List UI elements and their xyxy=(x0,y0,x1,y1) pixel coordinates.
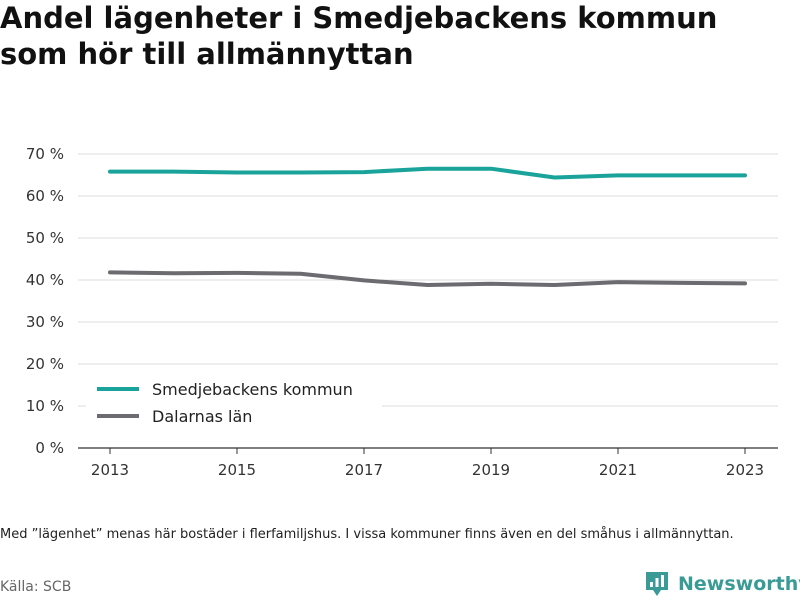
data-point xyxy=(680,173,684,177)
axis-tick-labels: 0 % 10 % 20 % 30 % 40 % 50 % 60 % 70 % 2013 2015 2… xyxy=(26,145,764,479)
data-point xyxy=(616,280,620,284)
chart-footnote: Med ”lägenhet” menas här bostäder i fler… xyxy=(0,527,734,542)
legend-background xyxy=(86,372,382,434)
source-label: Källa: SCB xyxy=(0,579,72,595)
chart-legend: Smedjebackens kommun Dalarnas län xyxy=(86,372,382,434)
data-point xyxy=(299,170,303,174)
data-point xyxy=(362,170,366,174)
x-tick-label: 2019 xyxy=(472,461,510,479)
x-tick-label: 2023 xyxy=(726,461,764,479)
data-point xyxy=(489,167,493,171)
data-series xyxy=(108,166,747,287)
data-point xyxy=(426,283,430,287)
y-tick-label: 10 % xyxy=(26,397,64,415)
y-tick-label: 50 % xyxy=(26,229,64,247)
x-tick-label: 2017 xyxy=(345,461,383,479)
data-point xyxy=(235,170,239,174)
series-line-1 xyxy=(108,270,747,287)
y-tick-label: 40 % xyxy=(26,271,64,289)
x-tick-label: 2015 xyxy=(218,461,256,479)
series-line-0 xyxy=(108,166,747,180)
legend-label-smedjebacken: Smedjebackens kommun xyxy=(152,380,353,399)
y-tick-label: 60 % xyxy=(26,187,64,205)
data-point xyxy=(743,281,747,285)
data-point xyxy=(743,173,747,177)
data-point xyxy=(553,283,557,287)
data-point xyxy=(426,167,430,171)
grid-lines xyxy=(78,153,778,454)
data-point xyxy=(616,173,620,177)
chart-title-line-1: Andel lägenheter i Smedjebackens kommun xyxy=(0,1,718,35)
data-point xyxy=(299,272,303,276)
data-point xyxy=(362,278,366,282)
data-point xyxy=(108,170,112,174)
data-point xyxy=(489,282,493,286)
line-chart: 0 % 10 % 20 % 30 % 40 % 50 % 60 % 70 % 2013 2015 2… xyxy=(26,145,778,479)
data-point xyxy=(108,270,112,274)
data-point xyxy=(172,271,176,275)
newsworthy-logo-icon xyxy=(646,572,668,596)
chart-title: Andel lägenheter i Smedjebackens kommun … xyxy=(0,0,790,72)
x-tick-label: 2013 xyxy=(91,461,129,479)
x-tick-label: 2021 xyxy=(599,461,637,479)
legend-label-dalarna: Dalarnas län xyxy=(152,407,252,426)
data-point xyxy=(553,176,557,180)
newsworthy-brand-name: Newsworthy xyxy=(678,573,800,595)
data-point xyxy=(172,170,176,174)
y-tick-label: 30 % xyxy=(26,313,64,331)
y-tick-label: 0 % xyxy=(35,439,64,457)
newsworthy-brand: Newsworthy xyxy=(644,570,800,598)
data-point xyxy=(680,281,684,285)
data-point xyxy=(235,271,239,275)
y-tick-label: 70 % xyxy=(26,145,64,163)
chart-title-line-2: som hör till allmännyttan xyxy=(0,37,414,71)
y-tick-label: 20 % xyxy=(26,355,64,373)
